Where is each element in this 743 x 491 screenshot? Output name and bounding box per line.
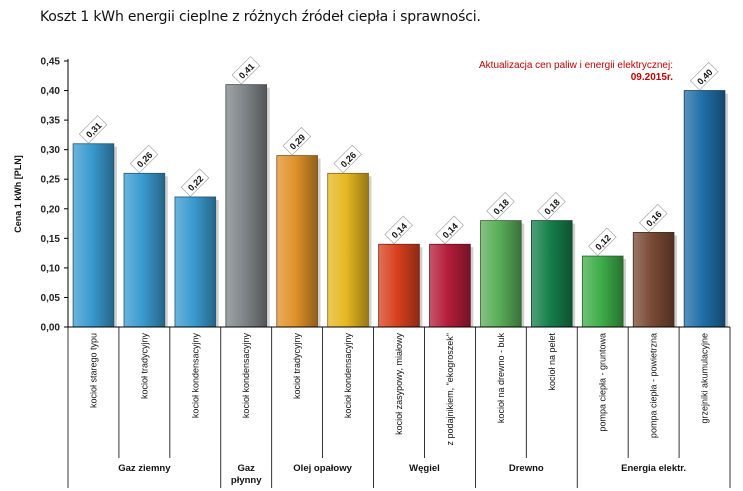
group-label: Gaz ziemny [118, 463, 171, 474]
y-tick-label: 0,05 [41, 293, 61, 304]
group-label: Olej opałowy [293, 463, 352, 474]
value-label-box [639, 203, 668, 233]
category-label: z podajnikiem, "ekogroszek" [445, 333, 455, 445]
value-label: 0,14 [384, 215, 413, 245]
value-label-box [333, 144, 362, 174]
value-label-box [384, 215, 413, 245]
value-label: 0,22 [180, 168, 210, 197]
bar [123, 172, 166, 328]
category-label: grzejniki akumulacyjne [700, 333, 710, 424]
category-label: kocioł tradycyjny [139, 333, 149, 400]
price-update-note: Aktualizacja cen paliw i energii elektry… [479, 60, 673, 84]
value-label: 0,31 [78, 115, 108, 144]
y-tick-label: 0,35 [41, 116, 61, 127]
value-label-box [588, 227, 617, 256]
category-label: kocioł na drewno - buk [496, 333, 506, 424]
bar [276, 155, 318, 328]
group-label: Węgiel [409, 463, 440, 474]
y-tick-label: 0,20 [41, 204, 61, 215]
bar [683, 90, 726, 328]
bar [378, 243, 420, 328]
group-label: płynny [231, 475, 262, 486]
value-label: 0,40 [689, 61, 719, 91]
value-label-box [129, 144, 159, 174]
bar [531, 220, 573, 328]
value-label: 0,26 [333, 144, 362, 174]
value-label: 0,14 [435, 215, 464, 245]
value-label: 0,41 [231, 56, 261, 85]
category-label: kocioł kondensacyjny [241, 333, 251, 419]
category-label: pompa ciepła - gruntowa [598, 333, 608, 432]
category-label: kocioł starego typu [88, 333, 98, 408]
price-update-note-text: Aktualizacja cen paliw i energii elektry… [479, 60, 673, 71]
category-label: kocioł tradycyjny [292, 333, 302, 400]
group-label: Energia elektr. [621, 463, 686, 474]
value-label: 0,18 [537, 192, 566, 221]
value-label: 0,18 [486, 192, 515, 221]
bar [225, 84, 268, 328]
group-label: Gaz [238, 463, 256, 474]
y-tick-label: 0,00 [41, 323, 61, 334]
bar [632, 232, 675, 328]
value-label-box [231, 56, 261, 85]
value-label-box [180, 168, 210, 197]
bar [72, 143, 115, 328]
y-tick-label: 0,15 [41, 234, 61, 245]
price-update-date: 09.2015r. [630, 72, 673, 83]
value-label-box [435, 215, 464, 245]
bar [327, 172, 369, 328]
value-label-box [537, 192, 566, 221]
value-label-box [689, 61, 719, 91]
y-axis-label: Cena 1 kWh [PLN] [13, 155, 23, 233]
page-title: Koszt 1 kWh energii cieplne z różnych źr… [40, 9, 481, 25]
bar [581, 255, 624, 328]
group-label: Drewno [509, 463, 544, 474]
value-label-box [486, 192, 515, 221]
value-label-box [78, 115, 108, 144]
category-label: pompa ciepła - powietrzna [649, 333, 659, 438]
value-label: 0,26 [129, 144, 159, 174]
y-tick-label: 0,30 [41, 145, 61, 156]
bar [174, 196, 217, 328]
value-label: 0,29 [282, 127, 312, 156]
value-label: 0,16 [639, 203, 668, 233]
value-label-box [282, 127, 312, 156]
category-label: kocioł kondensacyjny [343, 333, 353, 419]
bar [480, 220, 522, 328]
bar [429, 243, 471, 328]
value-label: 0,12 [588, 227, 617, 256]
y-tick-label: 0,10 [41, 263, 61, 274]
category-label: kocioł zasypowy, miałowy [394, 333, 404, 435]
y-tick-label: 0,40 [41, 86, 61, 97]
category-label: kocioł kondensacyjny [190, 333, 200, 419]
y-tick-label: 0,25 [41, 175, 61, 186]
category-label: kocioł na pelet [547, 333, 557, 391]
y-tick-label: 0,45 [41, 57, 61, 68]
